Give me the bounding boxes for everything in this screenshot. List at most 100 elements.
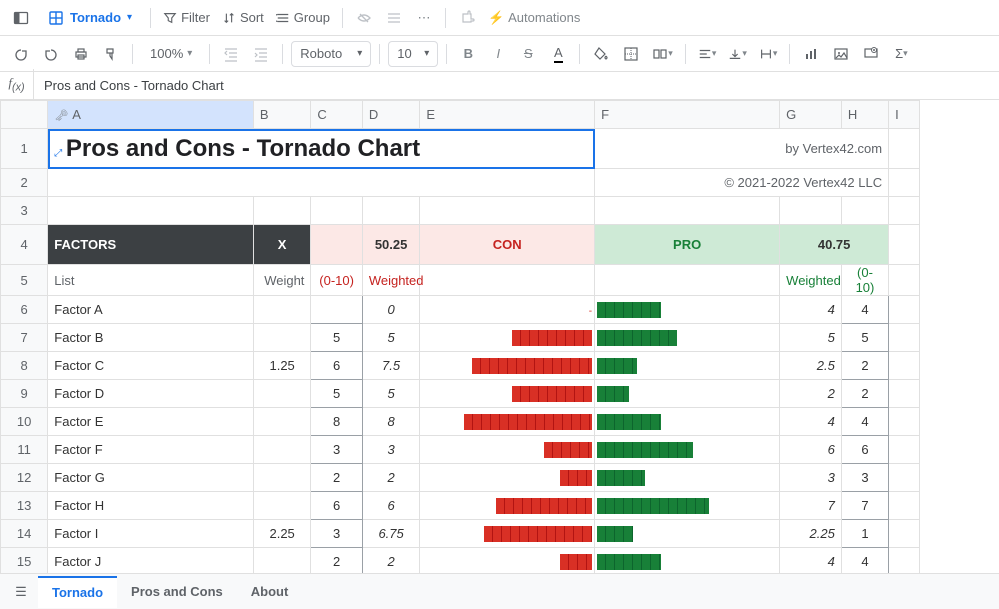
cell[interactable]: [420, 265, 595, 296]
filter-button[interactable]: Filter: [159, 5, 214, 31]
column-header-H[interactable]: H: [841, 101, 888, 129]
row-header[interactable]: 10: [1, 408, 48, 436]
con-range-subheader[interactable]: (0-10): [311, 265, 362, 296]
weight-cell[interactable]: [253, 380, 311, 408]
weight-cell[interactable]: 2.25: [253, 520, 311, 548]
sheet-tab[interactable]: Tornado: [38, 576, 117, 608]
row-header[interactable]: 13: [1, 492, 48, 520]
con-input-cell[interactable]: 6: [311, 352, 362, 380]
group-button[interactable]: Group: [272, 5, 334, 31]
x-header[interactable]: X: [253, 225, 311, 265]
column-header-F[interactable]: F: [595, 101, 780, 129]
pro-input-cell[interactable]: 2: [841, 380, 888, 408]
grid-area[interactable]: 🗝A B C D E F G H I 1 ⤢ Pros and Cons - T…: [0, 100, 999, 573]
dedent-button[interactable]: [218, 41, 244, 67]
hide-icon[interactable]: [351, 5, 377, 31]
con-header[interactable]: CON: [420, 225, 595, 265]
pro-input-cell[interactable]: 2: [841, 352, 888, 380]
row-header[interactable]: 15: [1, 548, 48, 574]
cell[interactable]: [420, 197, 595, 225]
column-header-I[interactable]: I: [889, 101, 920, 129]
con-weighted-cell[interactable]: 5: [362, 324, 420, 352]
cell[interactable]: [595, 265, 780, 296]
con-bar-cell[interactable]: -: [420, 296, 595, 324]
row-header[interactable]: 7: [1, 324, 48, 352]
list-subheader[interactable]: List: [48, 265, 254, 296]
sheet-tab[interactable]: Pros and Cons: [117, 576, 237, 608]
pro-input-cell[interactable]: 4: [841, 296, 888, 324]
cell[interactable]: [889, 380, 920, 408]
con-bar-cell[interactable]: [420, 436, 595, 464]
con-input-cell[interactable]: 2: [311, 548, 362, 574]
weight-cell[interactable]: [253, 408, 311, 436]
factor-cell[interactable]: Factor D: [48, 380, 254, 408]
pro-bar-cell[interactable]: [595, 408, 780, 436]
formula-text[interactable]: Pros and Cons - Tornado Chart: [34, 78, 234, 93]
weight-cell[interactable]: [253, 492, 311, 520]
con-bar-cell[interactable]: [420, 492, 595, 520]
paint-format-button[interactable]: [98, 41, 124, 67]
cell[interactable]: [889, 352, 920, 380]
extension-icon[interactable]: [454, 5, 480, 31]
strikethrough-button[interactable]: S: [515, 41, 541, 67]
con-input-cell[interactable]: 6: [311, 492, 362, 520]
con-bar-cell[interactable]: [420, 408, 595, 436]
con-bar-cell[interactable]: [420, 324, 595, 352]
cell[interactable]: [362, 197, 420, 225]
font-dropdown[interactable]: Roboto▾: [291, 41, 371, 67]
insert-chart-button[interactable]: [798, 41, 824, 67]
pro-bar-cell[interactable]: [595, 436, 780, 464]
weight-cell[interactable]: 1.25: [253, 352, 311, 380]
cell[interactable]: [889, 548, 920, 574]
sort-button[interactable]: Sort: [218, 5, 268, 31]
con-input-cell[interactable]: 8: [311, 408, 362, 436]
pro-bar-cell[interactable]: [595, 352, 780, 380]
more-icon[interactable]: ⋯: [411, 5, 437, 31]
indent-button[interactable]: [248, 41, 274, 67]
zoom-dropdown[interactable]: 100%▾: [141, 41, 201, 67]
sheet-tab[interactable]: About: [237, 576, 303, 608]
factor-cell[interactable]: Factor F: [48, 436, 254, 464]
weight-cell[interactable]: [253, 548, 311, 574]
column-header-D[interactable]: D: [362, 101, 420, 129]
row-header[interactable]: 1: [1, 129, 48, 169]
cell[interactable]: [889, 324, 920, 352]
pro-weighted-cell[interactable]: 6: [780, 436, 842, 464]
cell[interactable]: [889, 492, 920, 520]
insert-image-button[interactable]: [828, 41, 854, 67]
row-header[interactable]: 4: [1, 225, 48, 265]
cell[interactable]: [889, 296, 920, 324]
print-button[interactable]: [68, 41, 94, 67]
factors-header[interactable]: FACTORS: [48, 225, 254, 265]
con-input-cell[interactable]: 3: [311, 520, 362, 548]
con-bar-cell[interactable]: [420, 352, 595, 380]
cell[interactable]: [595, 197, 780, 225]
text-color-button[interactable]: A: [545, 41, 571, 67]
con-weighted-cell[interactable]: 5: [362, 380, 420, 408]
pro-bar-cell[interactable]: [595, 464, 780, 492]
pro-bar-cell[interactable]: [595, 492, 780, 520]
pro-total[interactable]: 40.75: [780, 225, 889, 265]
row-header[interactable]: 5: [1, 265, 48, 296]
cell[interactable]: [48, 169, 595, 197]
cell[interactable]: [889, 408, 920, 436]
pro-weighted-cell[interactable]: 4: [780, 548, 842, 574]
row-header[interactable]: 14: [1, 520, 48, 548]
con-weighted-cell[interactable]: 2: [362, 464, 420, 492]
pro-bar-cell[interactable]: [595, 296, 780, 324]
pro-weighted-cell[interactable]: 2.25: [780, 520, 842, 548]
all-sheets-button[interactable]: ☰: [8, 579, 34, 605]
column-header-B[interactable]: B: [253, 101, 311, 129]
pro-bar-cell[interactable]: [595, 324, 780, 352]
cell[interactable]: [48, 197, 254, 225]
cell[interactable]: [841, 197, 888, 225]
side-panel-toggle[interactable]: [8, 5, 34, 31]
con-bar-cell[interactable]: [420, 380, 595, 408]
byline-cell[interactable]: by Vertex42.com: [595, 129, 889, 169]
con-input-cell[interactable]: 5: [311, 380, 362, 408]
factor-cell[interactable]: Factor B: [48, 324, 254, 352]
con-input-cell[interactable]: [311, 296, 362, 324]
row-header[interactable]: 3: [1, 197, 48, 225]
pro-range-subheader[interactable]: (0-10): [841, 265, 888, 296]
con-bar-cell[interactable]: [420, 520, 595, 548]
